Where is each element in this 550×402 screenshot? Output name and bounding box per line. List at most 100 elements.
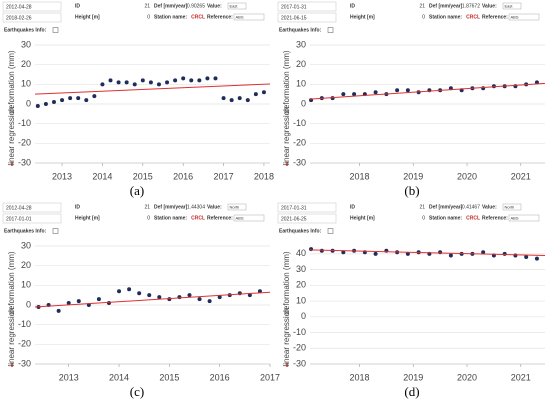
y-axis-label: deformation (mm) [282, 251, 291, 314]
caption: (c) [130, 384, 144, 399]
data-point [92, 94, 97, 99]
y-tick-label: 30 [21, 240, 31, 250]
y-tick-label: 10 [21, 280, 31, 290]
data-point [124, 80, 129, 85]
y-tick-label: 20 [296, 59, 306, 69]
date-box [2, 1, 62, 12]
y-tick-label: -30 [18, 157, 31, 167]
data-point [448, 253, 453, 258]
id: 21 [419, 3, 425, 9]
regression-line [34, 291, 271, 308]
date-to: 2017-01-01 [6, 216, 32, 222]
value: East [505, 3, 514, 8]
y-tick-label: 20 [296, 280, 306, 290]
data-point [66, 301, 71, 306]
data-point [177, 295, 182, 300]
date-box [277, 1, 337, 12]
data-point [127, 287, 132, 292]
legend-label: linear regression [7, 106, 16, 165]
data-point [513, 253, 518, 258]
def-label: Def [mm/year] [154, 204, 188, 210]
id-label: ID [75, 204, 80, 210]
panel: 2017-01-31 2021-06-15 ID Height [m] 21 0 Def [… [277, 1, 546, 198]
data-point [373, 251, 378, 256]
data-point [261, 90, 266, 95]
data-point [147, 293, 152, 298]
y-tick-label: -20 [18, 138, 31, 148]
data-point [156, 82, 161, 87]
y-tick-label: -10 [293, 327, 306, 337]
quake-checkbox [52, 228, 59, 234]
reference-label: Reference: [207, 215, 233, 221]
reference: ABS [511, 215, 519, 220]
data-point [229, 98, 234, 103]
y-tick-label: -30 [293, 157, 306, 167]
data-point [247, 293, 252, 298]
panel: 2012-04-28 2018-02-26 ID Height [m] 21 0 Def [… [2, 1, 274, 198]
data-point [481, 86, 486, 91]
data-point [148, 80, 153, 85]
y-tick-label: -30 [293, 358, 306, 368]
x-tick-label: 2013 [59, 372, 79, 382]
value: North [230, 204, 240, 209]
y-tick-label: 0 [301, 98, 306, 108]
quake-label: Earthquakes Info: [4, 228, 47, 234]
date-box [2, 202, 62, 213]
value-select [502, 2, 522, 10]
x-tick-label: 2019 [403, 372, 423, 382]
value-select [227, 203, 247, 211]
y-tick-label: 0 [301, 311, 306, 321]
y-tick-label: -10 [18, 118, 31, 128]
reference-label: Reference: [207, 14, 233, 20]
regression-line [309, 82, 546, 100]
height: 0 [147, 14, 150, 20]
data-point [373, 90, 378, 95]
y-axis-label: deformation (mm) [7, 251, 16, 314]
data-point [140, 78, 145, 83]
station-label: Station name: [429, 215, 462, 221]
data-point [137, 291, 142, 296]
reference-select [233, 214, 265, 222]
y-tick-label: 30 [296, 39, 306, 49]
x-tick-label: 2014 [109, 372, 129, 382]
x-tick-label: 2013 [52, 171, 72, 181]
def: 1.87672 [462, 3, 480, 9]
y-tick-label: 0 [26, 98, 31, 108]
date-from: 2017-01-31 [281, 205, 307, 211]
x-tick-label: 2015 [133, 171, 153, 181]
data-point [76, 299, 81, 304]
station: CRCL [191, 14, 205, 20]
data-point [205, 76, 210, 81]
reference-select [233, 13, 265, 21]
data-point [51, 100, 56, 105]
quake-label: Earthquakes Info: [279, 228, 322, 234]
def-label: Def [mm/year] [154, 3, 188, 9]
height: 0 [147, 215, 150, 221]
data-point [181, 76, 186, 81]
value-label: Value: [207, 3, 222, 9]
height-label: Height [m] [75, 215, 100, 221]
y-tick-label: -10 [293, 118, 306, 128]
id-label: ID [350, 3, 355, 9]
date-from: 2012-04-28 [6, 205, 32, 211]
height-label: Height [m] [350, 215, 375, 221]
data-point [165, 80, 170, 85]
y-axis-label: deformation (mm) [7, 50, 16, 113]
date-from: 2012-04-28 [6, 4, 32, 10]
x-tick-label: 2018 [349, 372, 369, 382]
x-tick-label: 2015 [159, 372, 179, 382]
id-label: ID [350, 204, 355, 210]
date-box [277, 12, 337, 23]
date-box [277, 202, 337, 213]
y-tick-label: 10 [21, 79, 31, 89]
data-point [253, 92, 258, 97]
date-to: 2021-06-25 [281, 216, 307, 222]
reference-label: Reference: [482, 14, 508, 20]
station-label: Station name: [154, 215, 187, 221]
data-point [187, 293, 192, 298]
value-label: Value: [482, 204, 497, 210]
data-point [132, 82, 137, 87]
data-point [68, 96, 73, 101]
legend-label: linear regression [7, 307, 16, 366]
y-tick-label: -20 [18, 339, 31, 349]
